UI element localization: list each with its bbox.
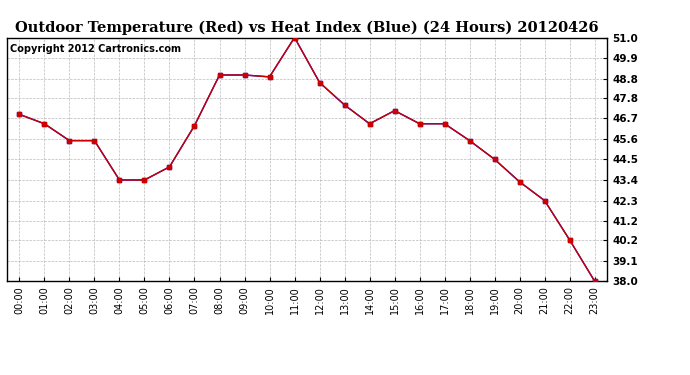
Text: Copyright 2012 Cartronics.com: Copyright 2012 Cartronics.com: [10, 44, 181, 54]
Title: Outdoor Temperature (Red) vs Heat Index (Blue) (24 Hours) 20120426: Outdoor Temperature (Red) vs Heat Index …: [15, 21, 599, 35]
